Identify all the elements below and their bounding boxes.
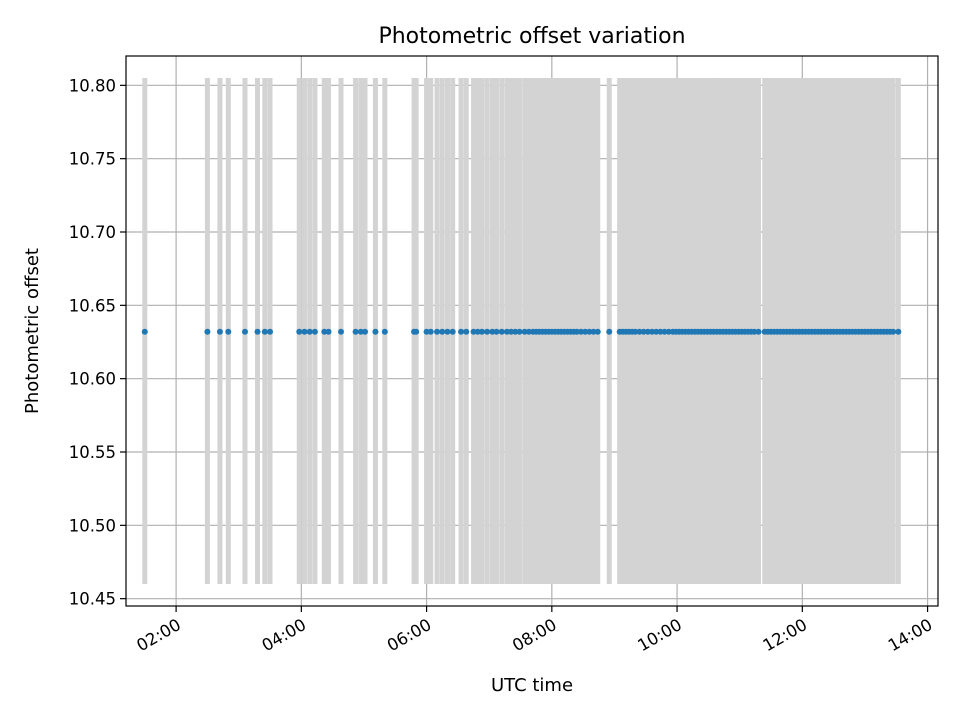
- data-point: [890, 328, 897, 335]
- data-point: [606, 328, 613, 335]
- data-point: [352, 328, 359, 335]
- data-point: [474, 328, 481, 335]
- data-point: [484, 328, 491, 335]
- data-point: [470, 328, 477, 335]
- data-point: [306, 328, 313, 335]
- data-point: [372, 328, 379, 335]
- data-point: [321, 328, 328, 335]
- data-point: [423, 328, 430, 335]
- data-point: [141, 328, 148, 335]
- data-point: [653, 328, 660, 335]
- data-point: [489, 328, 496, 335]
- data-point: [512, 328, 519, 335]
- y-tick-label: 10.45: [69, 590, 116, 609]
- data-point: [582, 328, 589, 335]
- data-point: [444, 328, 451, 335]
- data-point: [636, 328, 643, 335]
- data-points: [141, 328, 902, 335]
- chart-title: Photometric offset variation: [378, 24, 685, 49]
- data-point: [204, 328, 211, 335]
- data-point: [508, 328, 515, 335]
- data-point: [640, 328, 647, 335]
- y-axis-label: Photometric offset: [22, 248, 43, 414]
- data-point: [434, 328, 441, 335]
- data-point: [362, 328, 369, 335]
- data-point: [241, 328, 248, 335]
- data-point: [296, 328, 303, 335]
- y-tick-label: 10.60: [69, 370, 116, 389]
- data-point: [267, 328, 274, 335]
- data-point: [427, 328, 434, 335]
- data-point: [493, 328, 500, 335]
- data-point: [498, 328, 505, 335]
- data-point: [573, 328, 580, 335]
- data-point: [301, 328, 308, 335]
- data-point: [525, 328, 532, 335]
- y-tick-label: 10.75: [69, 150, 116, 169]
- data-point: [661, 328, 668, 335]
- plot-frame: [125, 55, 939, 607]
- data-point: [751, 328, 758, 335]
- data-point: [503, 328, 510, 335]
- data-point: [439, 328, 446, 335]
- data-point: [586, 328, 593, 335]
- x-axis-label: UTC time: [491, 675, 573, 696]
- data-point: [665, 328, 672, 335]
- data-point: [357, 328, 364, 335]
- data-point: [225, 328, 232, 335]
- data-point: [649, 328, 656, 335]
- data-point: [261, 328, 268, 335]
- data-point: [463, 328, 470, 335]
- y-tick-label: 10.65: [69, 296, 116, 315]
- data-point: [216, 328, 223, 335]
- data-point: [458, 328, 465, 335]
- data-point: [895, 328, 902, 335]
- data-point: [311, 328, 318, 335]
- data-point: [578, 328, 585, 335]
- data-point: [478, 328, 485, 335]
- data-point: [521, 328, 528, 335]
- data-point: [516, 328, 523, 335]
- data-point: [254, 328, 261, 335]
- data-point: [381, 328, 388, 335]
- data-point: [325, 328, 332, 335]
- y-tick-label: 10.80: [69, 76, 116, 95]
- y-tick-label: 10.50: [69, 516, 116, 535]
- y-tick-label: 10.55: [69, 443, 116, 462]
- data-point: [755, 328, 762, 335]
- data-point: [632, 328, 639, 335]
- data-point: [449, 328, 456, 335]
- data-point: [644, 328, 651, 335]
- y-axis-ticks: 10.45 10.50 10.55 10.60 10.65 10.70 10.75 10.80: [69, 76, 126, 609]
- data-point: [413, 328, 420, 335]
- data-point: [590, 328, 597, 335]
- y-tick-label: 10.70: [69, 223, 116, 242]
- data-point: [657, 328, 664, 335]
- data-point: [338, 328, 345, 335]
- data-point: [594, 328, 601, 335]
